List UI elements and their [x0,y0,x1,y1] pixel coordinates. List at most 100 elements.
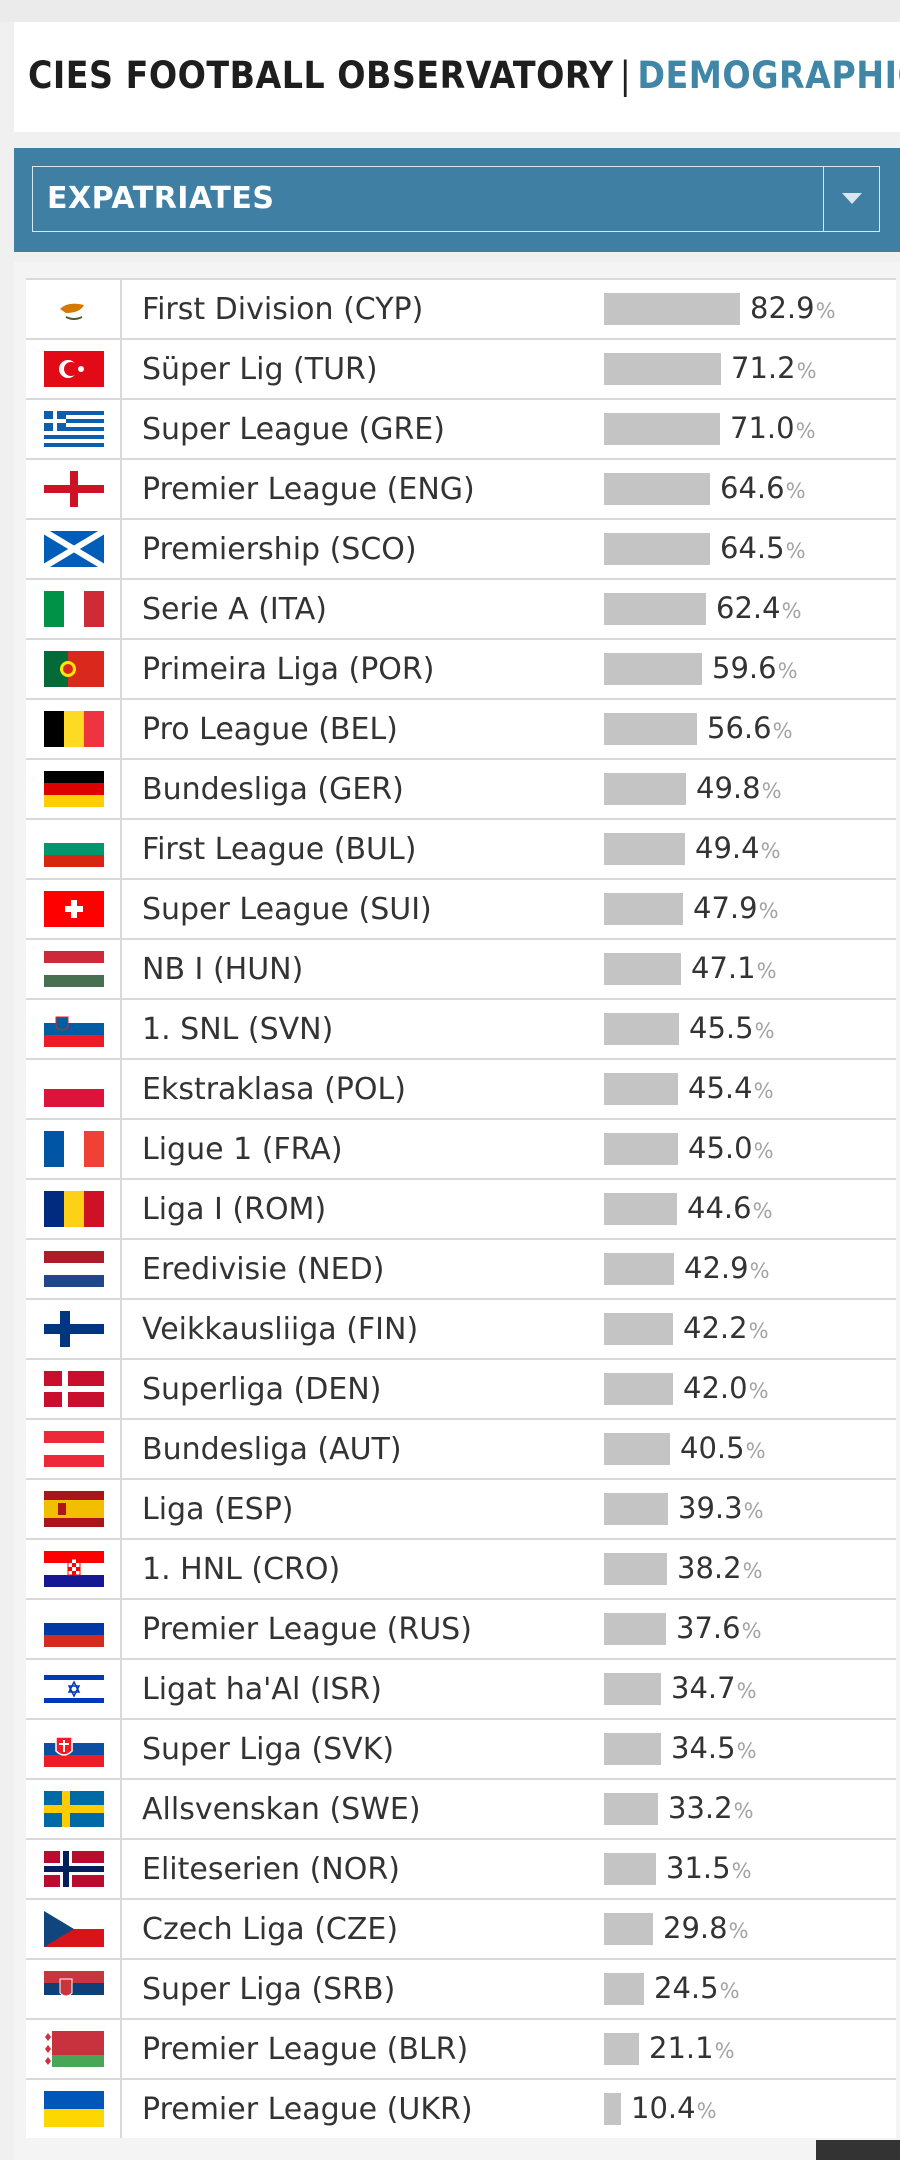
flag-cell [26,520,122,578]
percent-sign: % [741,1619,762,1643]
percent-sign: % [731,1859,752,1883]
flag-cell [26,820,122,878]
league-row: Eliteserien (NOR) 31.5% [26,1838,896,1898]
percent-sign: % [754,1019,775,1043]
league-row: Pro League (BEL) 56.6% [26,698,896,758]
expatriate-bar [604,353,721,385]
league-name: Super Liga (SRB) [142,1972,396,2007]
flag-cell [26,1660,122,1718]
percent-sign: % [749,1259,770,1283]
value-number: 47.9 [693,891,758,925]
top-strip [0,0,900,22]
category-dropdown[interactable]: EXPATRIATES [32,166,880,232]
value-label: 62.4% [716,591,802,625]
caret-down-icon [842,193,862,204]
value-number: 34.5 [671,1731,736,1765]
flag-blr-icon [44,2031,104,2067]
league-row: Premier League (BLR) 21.1% [26,2018,896,2078]
chart-panel: First Division (CYP) 82.9% Süper Lig (TUR)… [14,262,900,2160]
title-text: CIES FOOTBALL OBSERVATORY [28,54,614,97]
value-label: 56.6% [707,711,793,745]
league-row: First Division (CYP) 82.9% [26,278,896,338]
league-name: Super Liga (SVK) [142,1732,395,1767]
filter-bar: EXPATRIATES [14,148,900,252]
flag-cze-icon [44,1911,104,1947]
percent-sign: % [742,1559,763,1583]
percent-sign: % [785,479,806,503]
flag-cell [26,1480,122,1538]
flag-gre-icon [44,411,104,447]
dropdown-selected-value: EXPATRIATES [47,181,275,216]
percent-sign: % [761,779,782,803]
value-number: 21.1 [649,2031,714,2065]
league-name: Premiership (SCO) [142,532,417,567]
percent-sign: % [745,1439,766,1463]
value-label: 42.0% [683,1371,769,1405]
league-row: Ligat ha'Al (ISR) 34.7% [26,1658,896,1718]
value-number: 44.6 [687,1191,752,1225]
flag-cell [26,1000,122,1058]
value-number: 31.5 [666,1851,731,1885]
league-name: 1. SNL (SVN) [142,1012,334,1047]
percent-sign: % [696,2099,717,2123]
expatriate-bar [604,2033,639,2065]
value-number: 45.5 [689,1011,754,1045]
league-row: Süper Lig (TUR) 71.2% [26,338,896,398]
value-label: 34.7% [671,1671,757,1705]
league-row: Premiership (SCO) 64.5% [26,518,896,578]
league-name: Superliga (DEN) [142,1372,382,1407]
percent-sign: % [728,1919,749,1943]
expatriate-bar [604,713,697,745]
flag-cell [26,460,122,518]
value-number: 34.7 [671,1671,736,1705]
league-row: Super League (GRE) 71.0% [26,398,896,458]
league-row: Liga I (ROM) 44.6% [26,1178,896,1238]
flag-cell [26,1900,122,1958]
dropdown-toggle-button[interactable] [823,167,879,231]
flag-eng-icon [44,471,104,507]
flag-sui-icon [44,891,104,927]
flag-nor-icon [44,1851,104,1887]
league-name: Liga (ESP) [142,1492,294,1527]
value-number: 47.1 [691,951,756,985]
league-row: NB I (HUN) 47.1% [26,938,896,998]
expatriate-bar [604,1973,644,2005]
flag-cell [26,400,122,458]
value-number: 64.6 [720,471,785,505]
value-label: 29.8% [663,1911,749,1945]
value-label: 82.9% [750,291,836,325]
flag-fin-icon [44,1311,104,1347]
league-name: Ligue 1 (FRA) [142,1132,343,1167]
league-row: Super League (SUI) 47.9% [26,878,896,938]
league-name: First Division (CYP) [142,292,424,327]
expatriate-bar [604,2093,621,2125]
corner-box [816,2140,900,2160]
league-name: Ekstraklasa (POL) [142,1072,406,1107]
value-number: 10.4 [631,2091,696,2125]
league-name: Premier League (UKR) [142,2092,473,2127]
value-number: 49.8 [696,771,761,805]
value-label: 44.6% [687,1191,773,1225]
value-number: 56.6 [707,711,772,745]
value-label: 40.5% [680,1431,766,1465]
value-label: 37.6% [676,1611,762,1645]
expatriate-bar [604,1613,666,1645]
flag-cell [26,640,122,698]
flag-cell [26,1180,122,1238]
value-label: 64.5% [720,531,806,565]
expatriate-bar [604,1193,677,1225]
league-name: Pro League (BEL) [142,712,398,747]
flag-cro-icon [44,1551,104,1587]
expatriate-bar [604,1553,667,1585]
value-number: 71.0 [730,411,795,445]
value-label: 33.2% [668,1791,754,1825]
league-name: Premier League (BLR) [142,2032,469,2067]
percent-sign: % [719,1979,740,2003]
percent-sign: % [752,1199,773,1223]
flag-cell [26,940,122,998]
league-name: Super League (GRE) [142,412,445,447]
value-label: 47.9% [693,891,779,925]
percent-sign: % [758,899,779,923]
flag-sco-icon [44,531,104,567]
expatriate-bar [604,953,681,985]
